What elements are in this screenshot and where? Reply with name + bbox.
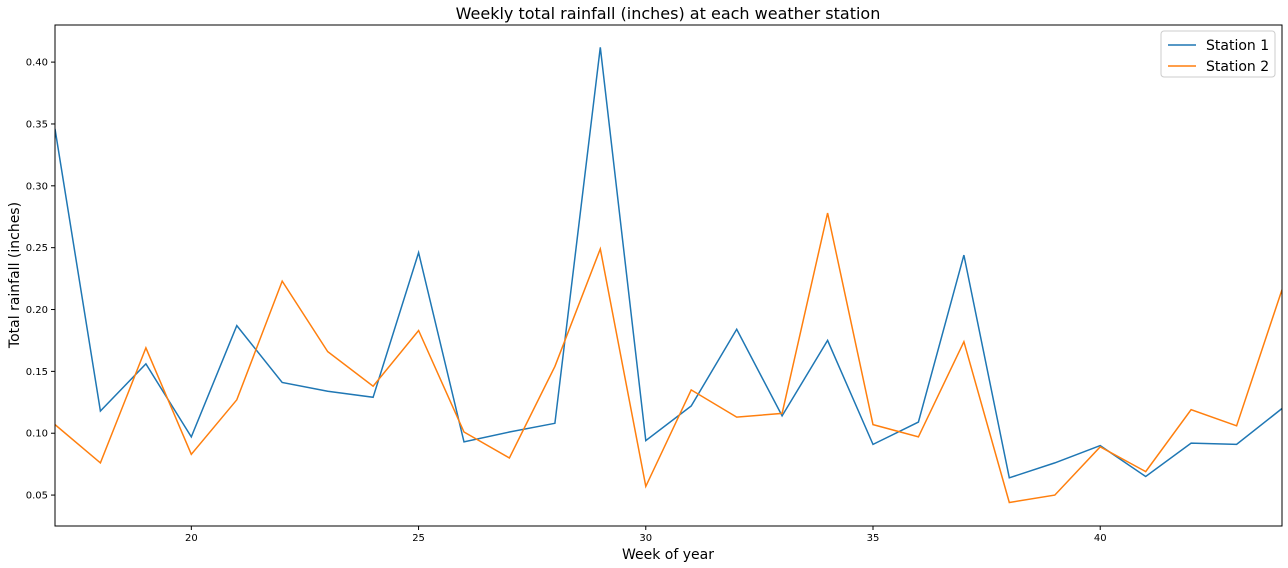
- y-axis-label: Total rainfall (inches): [7, 202, 23, 349]
- legend-label-station-1: Station 1: [1206, 38, 1269, 54]
- y-tick-label: 0.20: [26, 305, 48, 316]
- y-tick-label: 0.40: [26, 58, 48, 69]
- x-tick-label: 30: [639, 533, 652, 544]
- plot-frame: [54, 24, 1283, 527]
- y-tick-label: 0.10: [26, 429, 48, 440]
- legend-label-station-2: Station 2: [1206, 59, 1269, 75]
- y-axis: 0.05 0.10 0.15 0.20 0.25 0.30 0.35 0.40: [26, 58, 55, 502]
- x-tick-label: 40: [1094, 533, 1107, 544]
- x-tick-label: 35: [867, 533, 880, 544]
- series-line-station-2: [55, 212, 1282, 504]
- chart-title: Weekly total rainfall (inches) at each w…: [456, 4, 881, 23]
- legend: Station 1 Station 2: [1160, 30, 1276, 78]
- series-line-station-1: [55, 47, 1282, 479]
- y-tick-label: 0.35: [26, 119, 48, 130]
- y-tick-label: 0.30: [26, 181, 48, 192]
- plot-lines: [55, 47, 1282, 504]
- y-tick-label: 0.15: [26, 367, 48, 378]
- y-tick-label: 0.25: [26, 243, 48, 254]
- x-tick-label: 20: [185, 533, 198, 544]
- x-tick-label: 25: [412, 533, 425, 544]
- x-axis-label: Week of year: [622, 547, 714, 563]
- x-axis: 20 25 30 35 40: [185, 526, 1107, 544]
- y-tick-label: 0.05: [26, 491, 48, 502]
